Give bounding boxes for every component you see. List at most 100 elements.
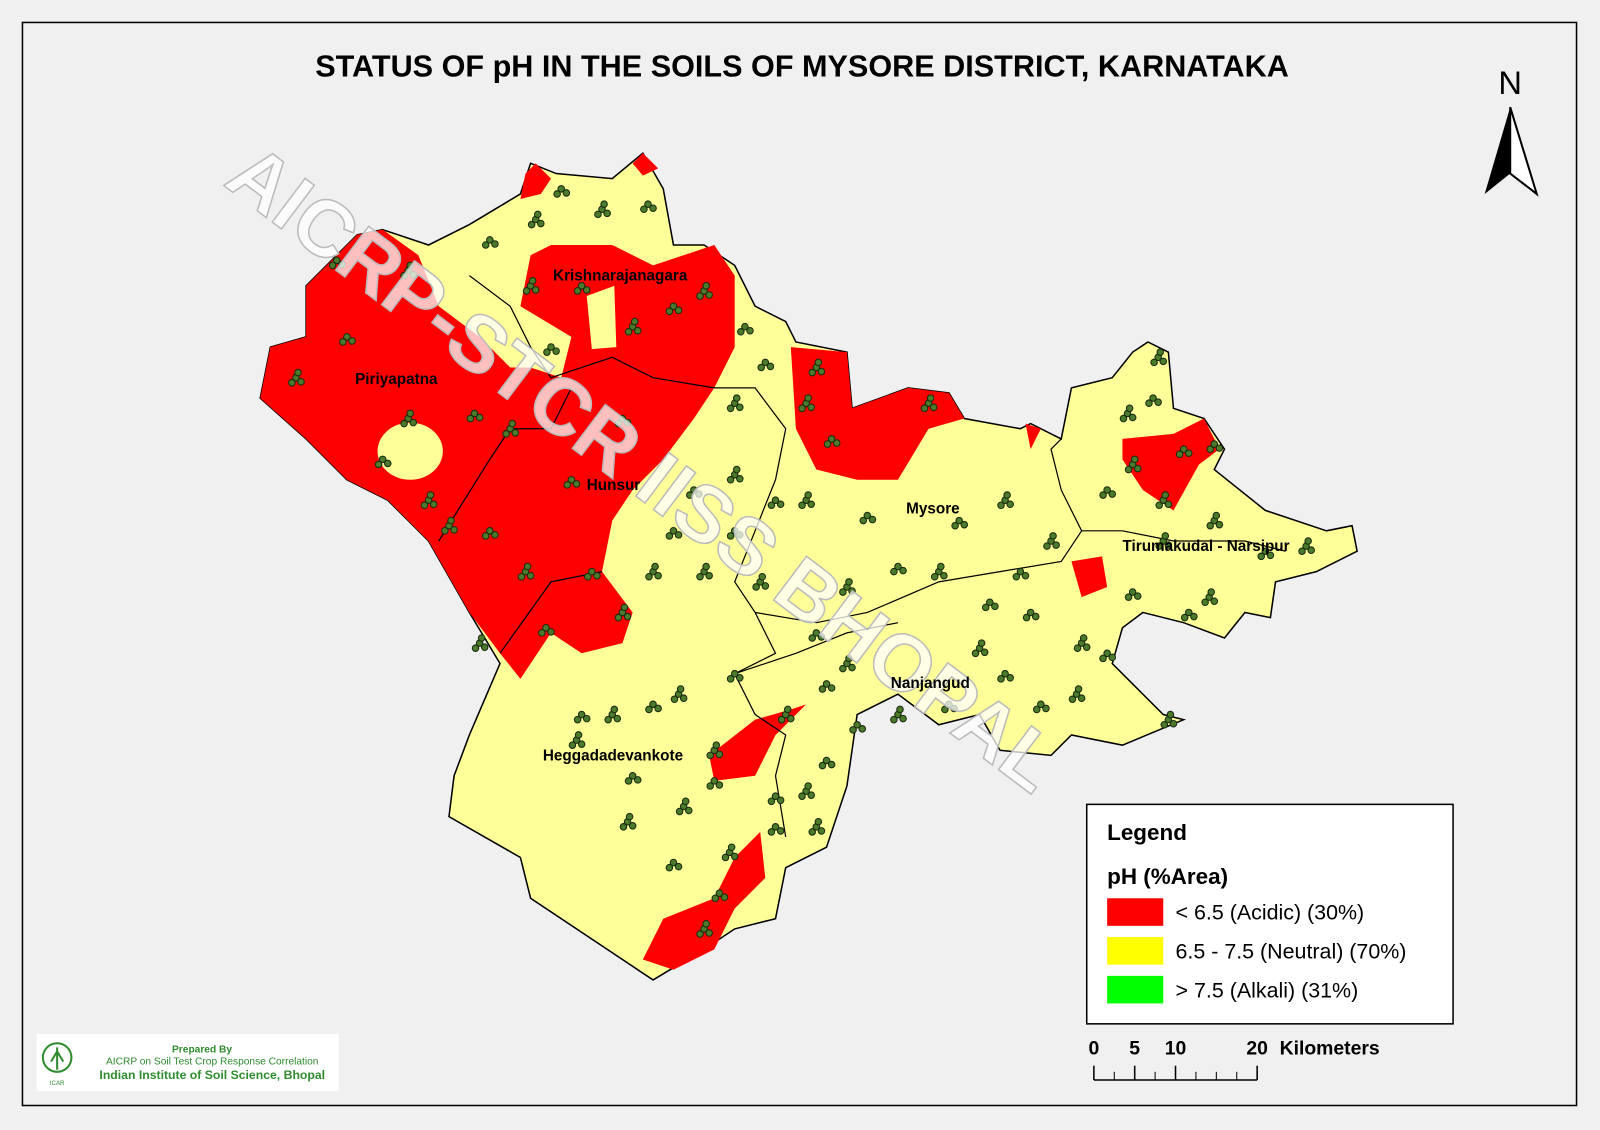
sample-point <box>705 571 713 580</box>
sample-point <box>730 527 739 535</box>
sample-point <box>288 379 296 387</box>
sample-point <box>374 460 383 469</box>
sample-point <box>997 675 1005 683</box>
sample-point <box>695 490 703 498</box>
sample-point <box>450 526 458 534</box>
sample-point <box>625 812 634 821</box>
scale-bar: 0 5 10 20 Kilometers <box>1088 1037 1380 1081</box>
sample-point <box>491 531 499 539</box>
sample-point <box>669 302 678 311</box>
sample-point <box>920 404 929 413</box>
sample-point <box>294 368 302 377</box>
sample-point <box>1207 588 1216 596</box>
sample-point <box>720 893 729 902</box>
sample-point <box>406 409 414 418</box>
sample-point <box>827 684 836 692</box>
sample-point <box>822 756 831 765</box>
sample-point <box>1003 491 1011 499</box>
sample-point <box>1145 399 1153 407</box>
taluk-boundary <box>755 530 1286 624</box>
legend-swatch <box>1107 937 1164 965</box>
sample-point <box>1175 450 1184 459</box>
sample-point <box>511 429 520 437</box>
sample-point <box>727 843 736 852</box>
sample-point <box>732 394 741 402</box>
sample-point <box>1103 649 1111 658</box>
credit-line: AICRP on Soil Test Crop Response Correla… <box>106 1057 319 1068</box>
scale-label: 10 <box>1165 1037 1187 1059</box>
legend-subtitle: pH (%Area) <box>1107 864 1228 889</box>
sample-point <box>818 761 827 770</box>
sample-point <box>1031 612 1040 621</box>
credit-line: Prepared By <box>172 1044 232 1055</box>
sample-point <box>1185 449 1193 458</box>
sample-point <box>726 532 735 540</box>
sample-point <box>1298 547 1306 555</box>
sample-point <box>297 377 305 386</box>
sample-point <box>890 715 898 724</box>
sample-point <box>1155 501 1163 510</box>
place-label: Piriyapatna <box>355 371 438 388</box>
sample-point <box>665 307 674 316</box>
sample-point <box>1210 440 1219 448</box>
sample-point <box>705 291 713 299</box>
sample-point <box>863 511 872 520</box>
sample-point <box>706 751 714 760</box>
sample-point <box>1074 685 1083 693</box>
sample-point <box>686 491 694 499</box>
sample-point <box>1180 613 1189 622</box>
sample-point <box>543 348 551 356</box>
sample-point <box>761 582 770 590</box>
sample-point <box>849 726 857 734</box>
sample-point <box>868 515 877 524</box>
sample-point <box>1161 491 1170 499</box>
scale-label: 5 <box>1129 1037 1140 1059</box>
sample-point <box>726 675 735 683</box>
scale-label: 0 <box>1088 1037 1099 1059</box>
sample-point <box>766 362 775 371</box>
taluk-boundary <box>1050 438 1083 532</box>
sample-point <box>721 853 730 862</box>
sample-point <box>528 276 537 285</box>
sample-point <box>848 587 856 595</box>
sample-point <box>845 654 853 663</box>
sample-point <box>771 792 780 800</box>
sample-point <box>1190 612 1198 621</box>
sample-point <box>807 500 815 509</box>
sample-point <box>645 572 653 581</box>
legend-items: < 6.5 (Acidic) (30%) 6.5 - 7.5 (Neutral) … <box>1107 898 1406 1004</box>
sample-point <box>1082 643 1091 651</box>
place-labels: Krishnarajanagara Piriyapatna Hunsur Mys… <box>355 268 1290 765</box>
sample-point <box>741 322 749 331</box>
sample-point <box>477 634 486 642</box>
sample-point <box>470 409 479 418</box>
sample-point <box>669 527 678 535</box>
sample-point <box>486 236 494 244</box>
acidic-area <box>632 153 659 176</box>
sample-point <box>971 649 980 658</box>
sample-point <box>676 685 685 693</box>
place-label: Nanjangud <box>891 675 970 692</box>
sample-point <box>618 414 627 423</box>
sample-point <box>651 562 659 571</box>
frame <box>21 21 1578 1107</box>
sample-point <box>711 894 720 903</box>
sample-point <box>730 852 739 861</box>
sample-point <box>1130 455 1139 464</box>
acidic-area <box>1122 418 1220 511</box>
sample-point <box>670 695 679 704</box>
sample-point <box>523 562 532 571</box>
sample-point <box>1012 572 1021 581</box>
sample-point <box>823 440 832 448</box>
sample-point <box>1022 613 1031 622</box>
sample-point <box>1212 511 1221 520</box>
sample-point <box>644 200 652 208</box>
sample-point <box>896 705 904 714</box>
sample-point <box>767 828 776 836</box>
sample-point <box>594 210 602 219</box>
sample-point <box>783 705 792 714</box>
neutral-area <box>259 151 1359 981</box>
sample-point <box>812 629 821 637</box>
sample-point <box>1103 486 1111 494</box>
sample-point <box>736 531 744 539</box>
